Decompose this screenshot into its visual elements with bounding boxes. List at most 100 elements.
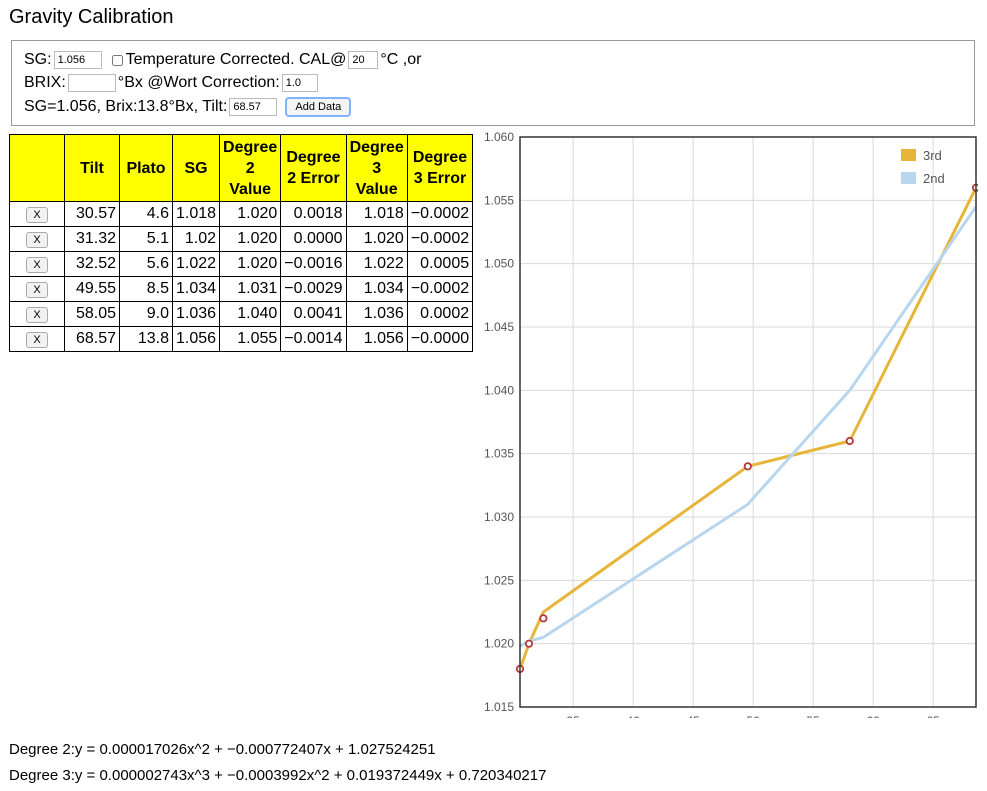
header-degree2-error: Degree 2 Error (280, 134, 347, 202)
header-degree3-value: Degree 3 Value (345, 134, 408, 202)
brix-input[interactable] (67, 74, 116, 92)
cell-degree2-error: 0.0000 (280, 226, 347, 252)
cell-degree3-value: 1.020 (345, 226, 408, 252)
delete-cell: X (9, 301, 65, 327)
cell-plato: 4.6 (119, 201, 173, 227)
sg-input[interactable] (53, 51, 102, 69)
series-line-3rd (518, 187, 978, 670)
calibration-chart: 1.015 1.020 1.025 1.030 1.035 1.040 1.045 1.050… (484, 130, 978, 718)
delete-cell: X (9, 201, 65, 227)
delete-cell: X (9, 251, 65, 277)
table-row: X 30.57 4.6 1.018 1.020 0.0018 1.018 −0.0002 (9, 201, 474, 227)
x-tick-label: 50 (746, 714, 760, 718)
cell-sg: 1.022 (171, 251, 221, 277)
tilt-input[interactable] (229, 98, 278, 116)
summary-row: SG=1.056, Brix:13.8°Bx, Tilt: Add Data (24, 97, 352, 117)
chart-legend: 3rd 2nd (901, 148, 945, 186)
delete-row-button[interactable]: X (26, 257, 48, 273)
plot-frame (519, 136, 977, 708)
chart-series (518, 187, 978, 670)
cell-degree2-error: −0.0016 (280, 251, 347, 277)
delete-cell: X (9, 226, 65, 252)
y-tick-label: 1.025 (484, 573, 514, 587)
cell-tilt: 32.52 (64, 251, 120, 277)
cell-degree3-error: −0.0002 (406, 226, 474, 252)
x-tick-label: 65 (926, 714, 940, 718)
x-tick-label: 45 (686, 714, 700, 718)
cell-plato: 8.5 (119, 276, 173, 302)
delete-cell: X (9, 326, 65, 352)
table-row: X 49.55 8.5 1.034 1.031 −0.0029 1.034 −0.0002 (9, 276, 474, 302)
delete-row-button[interactable]: X (26, 207, 48, 223)
data-point (845, 436, 854, 446)
cell-degree3-error: −0.0002 (406, 201, 474, 227)
cell-degree2-value: 1.031 (219, 276, 282, 302)
table-row: X 68.57 13.8 1.056 1.055 −0.0014 1.056 −0.0000 (9, 326, 474, 352)
chart-points (515, 183, 978, 674)
sg-row: SG: Temperature Corrected. CAL@ °C ,or (24, 51, 421, 69)
cell-degree2-error: 0.0018 (280, 201, 347, 227)
y-tick-label: 1.050 (484, 257, 514, 271)
cell-sg: 1.018 (171, 201, 221, 227)
delete-row-button[interactable]: X (26, 307, 48, 323)
y-tick-label: 1.045 (484, 320, 514, 334)
legend-label: 2nd (923, 171, 945, 186)
cell-plato: 5.6 (119, 251, 173, 277)
delete-row-button[interactable]: X (26, 232, 48, 248)
chart-axes: 1.015 1.020 1.025 1.030 1.035 1.040 1.045 1.050… (484, 130, 977, 718)
cell-degree3-value: 1.056 (345, 326, 408, 352)
cell-tilt: 58.05 (64, 301, 120, 327)
header-sg: SG (171, 134, 221, 202)
table-header-row: Tilt Plato SG Degree 2 Value Degree 2 Er… (9, 134, 474, 202)
data-point (743, 462, 752, 471)
cell-degree2-error: −0.0014 (280, 326, 347, 352)
delete-cell: X (9, 276, 65, 302)
delete-row-button[interactable]: X (26, 332, 48, 348)
x-tick-label: 35 (566, 714, 580, 718)
cell-tilt: 68.57 (64, 326, 120, 352)
cell-tilt: 31.32 (64, 226, 120, 252)
y-tick-label: 1.035 (484, 447, 514, 461)
delete-row-button[interactable]: X (26, 282, 48, 298)
cell-degree3-error: 0.0005 (406, 251, 474, 277)
table-row: X 31.32 5.1 1.02 1.020 0.0000 1.020 −0.0002 (9, 226, 474, 252)
table-row: X 32.52 5.6 1.022 1.020 −0.0016 1.022 0.0005 (9, 251, 474, 277)
temperature-unit: °C ,or (380, 51, 422, 68)
cell-plato: 5.1 (119, 226, 173, 252)
y-tick-label: 1.020 (484, 637, 514, 651)
cell-tilt: 49.55 (64, 276, 120, 302)
brix-unit: °Bx @Wort Correction: (117, 74, 280, 91)
brix-label: BRIX: (24, 74, 66, 91)
cell-degree2-value: 1.020 (219, 201, 282, 227)
cell-degree3-error: −0.0002 (406, 276, 474, 302)
cell-sg: 1.034 (171, 276, 221, 302)
brix-row: BRIX: °Bx @Wort Correction: (24, 74, 320, 92)
cell-degree2-value: 1.020 (219, 226, 282, 252)
cell-plato: 13.8 (119, 326, 173, 352)
cell-sg: 1.036 (171, 301, 221, 327)
calibration-table: Tilt Plato SG Degree 2 Value Degree 2 Er… (9, 134, 474, 352)
wort-correction-input[interactable] (281, 74, 318, 92)
legend-swatch (901, 149, 916, 161)
cell-sg: 1.056 (171, 326, 221, 352)
cell-degree2-value: 1.040 (219, 301, 282, 327)
table-row: X 58.05 9.0 1.036 1.040 0.0041 1.036 0.0002 (9, 301, 474, 327)
sg-label: SG: (24, 51, 52, 68)
header-delete (9, 134, 65, 202)
temperature-input[interactable] (348, 51, 379, 69)
data-point (539, 614, 548, 623)
header-degree2-value: Degree 2 Value (219, 134, 282, 202)
x-tick-label: 55 (806, 714, 820, 718)
data-point (524, 639, 534, 648)
cell-degree3-value: 1.036 (345, 301, 408, 327)
temperature-corrected-checkbox[interactable] (111, 54, 123, 66)
y-tick-label: 1.030 (484, 510, 514, 524)
y-tick-label: 1.040 (484, 383, 514, 397)
add-data-button[interactable]: Add Data (285, 97, 352, 117)
cell-degree3-error: −0.0000 (406, 326, 474, 352)
x-tick-label: 60 (866, 714, 880, 718)
header-tilt: Tilt (64, 134, 120, 202)
cell-degree3-value: 1.018 (345, 201, 408, 227)
cell-degree2-value: 1.055 (219, 326, 282, 352)
cell-degree3-value: 1.034 (345, 276, 408, 302)
